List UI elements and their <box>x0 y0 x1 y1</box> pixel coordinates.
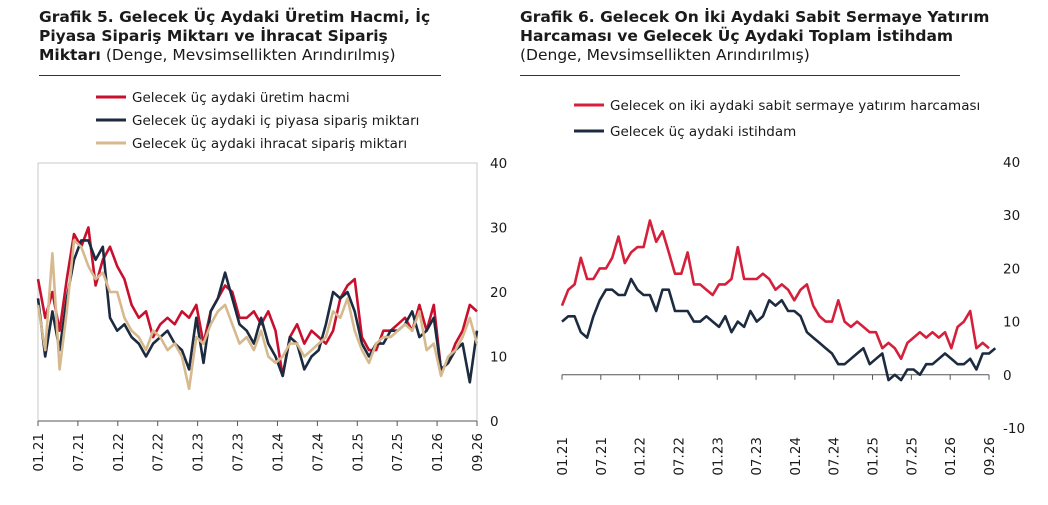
title-rule <box>520 75 960 76</box>
series-line <box>36 239 479 391</box>
legend-label: Gelecek üç aydaki üretim hacmi <box>132 90 350 106</box>
chart-title-6: Grafik 6. Gelecek On İki Aydaki Sabit Se… <box>520 8 990 65</box>
chart-title-subtitle: (Denge, Mevsimsellikten Arındırılmış) <box>520 46 810 64</box>
x-tick-label: 01.24 <box>788 437 804 476</box>
x-tick-label: 07.24 <box>310 433 326 472</box>
y-tick-label: 30 <box>490 221 507 237</box>
x-tick-label: 01.26 <box>430 433 446 472</box>
legend-label: Gelecek üç aydaki iç piyasa sipariş mikt… <box>132 113 419 129</box>
y-tick-label: 30 <box>1003 208 1020 224</box>
chart-title-bold: Grafik 5. Gelecek Üç Aydaki Üretim Hacmi… <box>39 8 431 64</box>
legend-label: Gelecek üç aydaki ihracat sipariş miktar… <box>132 136 407 152</box>
x-tick-label: 09.26 <box>470 433 486 472</box>
chart-svg-6: -10 0 10 20 30 40 01.21 07.21 01.22 07.22 01.23 07.… <box>555 98 1025 476</box>
chart-panel-6: Grafik 6. Gelecek On İki Aydaki Sabit Se… <box>520 0 1048 505</box>
x-tick-label: 07.25 <box>904 437 920 476</box>
x-tick-label: 01.23 <box>191 433 207 472</box>
y-tick-label: 40 <box>490 156 507 172</box>
x-tick-label: 07.21 <box>594 437 610 476</box>
y-tick-label: 0 <box>490 414 499 430</box>
series-line <box>36 226 478 378</box>
x-tick-label: 01.21 <box>31 433 47 472</box>
y-tick-label: 10 <box>1003 315 1020 331</box>
x-tick-label: 01.23 <box>710 437 726 476</box>
x-tick-label: 09.26 <box>982 437 998 476</box>
x-tick-label: 07.23 <box>231 433 247 472</box>
x-tick-label: 01.25 <box>866 437 882 476</box>
chart-title-5: Grafik 5. Gelecek Üç Aydaki Üretim Hacmi… <box>39 8 449 65</box>
y-tick-label: 10 <box>490 350 507 366</box>
y-tick-label: 20 <box>1003 261 1020 277</box>
x-tick-label: 07.21 <box>71 433 87 472</box>
series-line <box>561 277 997 382</box>
x-tick-label: 07.22 <box>151 433 167 472</box>
x-tick-label: 01.21 <box>555 437 571 476</box>
chart-svg-5: 0 10 20 30 40 01.21 07.21 01.22 07.22 01.23 07.23 0… <box>31 90 507 472</box>
plot-frame <box>37 162 478 422</box>
y-tick-label: -10 <box>1003 421 1025 437</box>
series-line <box>560 219 990 361</box>
x-tick-label: 01.25 <box>350 433 366 472</box>
y-tick-label: 0 <box>1003 368 1012 384</box>
chart-title-subtitle: (Denge, Mevsimsellikten Arındırılmış) <box>105 46 396 64</box>
x-tick-label: 01.24 <box>270 433 286 472</box>
legend-label: Gelecek üç aydaki istihdam <box>610 124 796 140</box>
x-tick-label: 07.22 <box>671 437 687 476</box>
x-tick-label: 01.22 <box>111 433 127 472</box>
x-tick-label: 07.23 <box>749 437 765 476</box>
y-tick-label: 20 <box>490 285 507 301</box>
legend-label: Gelecek on iki aydaki sabit sermaye yatı… <box>610 98 980 114</box>
chart-panel-5: Grafik 5. Gelecek Üç Aydaki Üretim Hacmi… <box>0 0 520 505</box>
x-tick-label: 07.25 <box>390 433 406 472</box>
x-tick-label: 01.22 <box>633 437 649 476</box>
title-rule <box>39 75 441 76</box>
chart-title-bold: Grafik 6. Gelecek On İki Aydaki Sabit Se… <box>520 8 990 45</box>
x-tick-label: 01.26 <box>943 437 959 476</box>
y-tick-label: 40 <box>1003 155 1020 171</box>
x-tick-label: 07.24 <box>827 437 843 476</box>
series-line <box>36 239 479 384</box>
